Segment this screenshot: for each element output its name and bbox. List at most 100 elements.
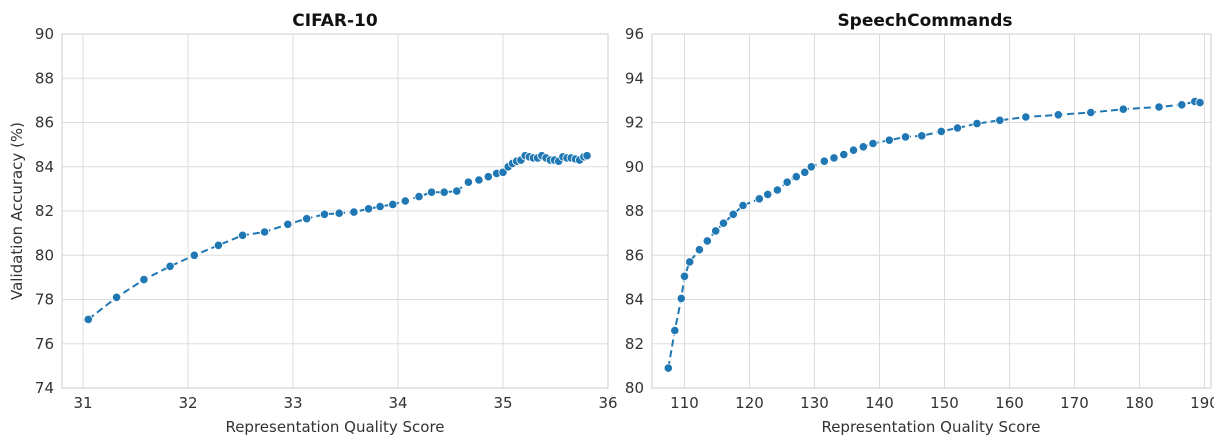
series-points bbox=[663, 96, 1205, 373]
x-tick-labels: 110 120 130 140 150 160 170 180 190 bbox=[670, 394, 1214, 412]
data-point bbox=[259, 227, 270, 237]
y-tick-labels: 80 82 84 86 88 90 92 94 96 bbox=[625, 25, 644, 397]
data-point bbox=[772, 185, 783, 195]
data-point bbox=[819, 156, 829, 166]
y-tick-label: 74 bbox=[35, 379, 54, 397]
y-tick-label: 94 bbox=[625, 69, 644, 87]
data-point bbox=[474, 175, 484, 185]
y-axis-label: Validation Accuracy (%) bbox=[8, 122, 26, 300]
plot-frame bbox=[61, 33, 609, 389]
x-tick-label: 120 bbox=[735, 394, 764, 412]
y-tick-label: 88 bbox=[35, 69, 54, 87]
data-point bbox=[414, 192, 424, 202]
data-point bbox=[1118, 104, 1128, 114]
x-tick-label: 160 bbox=[995, 394, 1024, 412]
grid bbox=[62, 33, 609, 389]
data-point bbox=[858, 142, 868, 152]
y-tick-label: 86 bbox=[625, 246, 644, 264]
data-point bbox=[463, 177, 473, 187]
x-axis-label: Representation Quality Score bbox=[225, 418, 444, 436]
y-tick-label: 90 bbox=[625, 158, 644, 176]
data-point bbox=[452, 186, 462, 196]
x-tick-label: 36 bbox=[598, 394, 617, 412]
data-point bbox=[1195, 98, 1205, 108]
data-point bbox=[806, 162, 816, 172]
data-point bbox=[1154, 102, 1164, 112]
data-point bbox=[936, 126, 946, 136]
data-point bbox=[426, 187, 437, 197]
x-tick-label: 110 bbox=[670, 394, 699, 412]
data-point bbox=[868, 138, 878, 149]
data-point bbox=[483, 172, 493, 182]
data-point bbox=[663, 363, 673, 373]
data-point bbox=[363, 204, 374, 214]
data-point bbox=[238, 230, 248, 240]
data-point bbox=[498, 167, 508, 177]
data-point bbox=[728, 209, 738, 219]
data-point bbox=[763, 189, 773, 199]
data-point bbox=[900, 132, 911, 142]
x-tick-label: 130 bbox=[800, 394, 829, 412]
x-tick-label: 170 bbox=[1060, 394, 1089, 412]
data-point bbox=[283, 219, 293, 229]
data-point bbox=[139, 274, 149, 285]
data-point bbox=[839, 150, 849, 160]
data-point bbox=[189, 250, 199, 260]
y-tick-label: 84 bbox=[35, 158, 54, 176]
data-point bbox=[1021, 112, 1031, 122]
y-tick-label: 82 bbox=[35, 202, 54, 220]
data-point bbox=[782, 177, 792, 187]
y-tick-label: 80 bbox=[35, 246, 54, 264]
data-point bbox=[685, 257, 695, 267]
data-point bbox=[702, 236, 712, 246]
x-tick-label: 35 bbox=[493, 394, 512, 412]
series-points bbox=[83, 151, 592, 324]
plot-frame bbox=[651, 33, 1212, 389]
y-tick-label: 84 bbox=[625, 291, 644, 309]
data-point bbox=[1053, 110, 1063, 120]
x-tick-label: 33 bbox=[283, 394, 302, 412]
x-tick-labels: 31 32 33 34 35 36 bbox=[73, 394, 617, 412]
x-tick-label: 31 bbox=[73, 394, 92, 412]
data-point bbox=[112, 292, 122, 302]
x-tick-label: 190 bbox=[1190, 394, 1214, 412]
x-axis-label: Representation Quality Score bbox=[821, 418, 1040, 436]
data-point bbox=[848, 145, 859, 155]
data-point bbox=[319, 209, 330, 219]
data-point bbox=[213, 240, 223, 250]
y-tick-label: 80 bbox=[625, 379, 644, 397]
data-point bbox=[439, 187, 449, 197]
x-tick-label: 32 bbox=[178, 394, 197, 412]
data-point bbox=[711, 226, 721, 236]
y-tick-label: 82 bbox=[625, 335, 644, 353]
data-point bbox=[829, 153, 839, 163]
data-point bbox=[679, 271, 690, 281]
data-point bbox=[334, 208, 344, 218]
x-tick-label: 140 bbox=[865, 394, 894, 412]
x-tick-label: 150 bbox=[930, 394, 959, 412]
data-point bbox=[694, 245, 705, 255]
series-line bbox=[667, 100, 1201, 369]
data-point bbox=[302, 214, 312, 224]
data-point bbox=[1086, 107, 1096, 118]
y-tick-label: 90 bbox=[35, 25, 54, 43]
data-point bbox=[972, 119, 982, 129]
data-point bbox=[791, 172, 801, 182]
data-point bbox=[1177, 100, 1187, 110]
chart-title: CIFAR-10 bbox=[292, 11, 378, 31]
series-line bbox=[87, 154, 588, 321]
y-tick-label: 92 bbox=[625, 114, 644, 132]
data-point bbox=[917, 131, 927, 141]
y-tick-label: 78 bbox=[35, 291, 54, 309]
x-tick-label: 180 bbox=[1125, 394, 1154, 412]
data-point bbox=[83, 314, 93, 324]
y-tick-label: 96 bbox=[625, 25, 644, 43]
data-point bbox=[349, 207, 359, 217]
data-point bbox=[718, 218, 729, 228]
data-point bbox=[582, 151, 592, 161]
data-point bbox=[670, 325, 680, 336]
y-tick-label: 76 bbox=[35, 335, 54, 353]
data-point bbox=[676, 293, 686, 303]
y-tick-labels: 74 76 78 80 82 84 86 88 90 bbox=[35, 25, 54, 397]
